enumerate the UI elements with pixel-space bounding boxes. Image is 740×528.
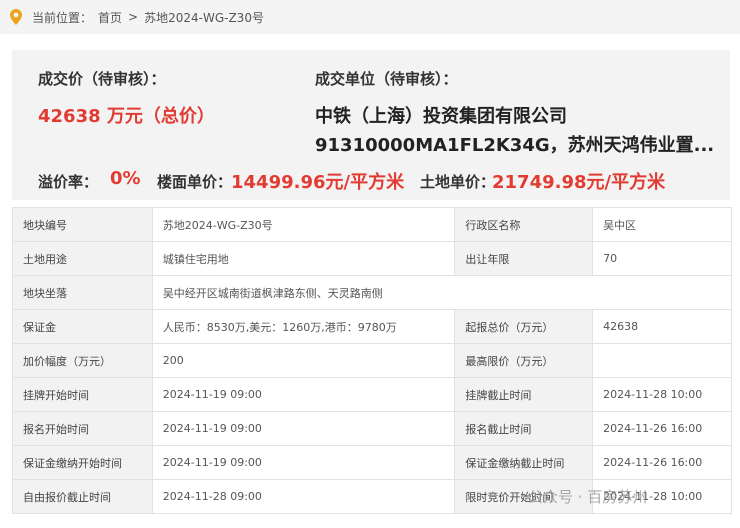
breadcrumb-label: 当前位置：: [32, 10, 93, 25]
buyer-label: 成交单位（待审核）：: [315, 70, 458, 88]
breadcrumb: 当前位置： 首页 > 苏地2024-WG-Z30号: [0, 0, 740, 34]
floor-price: 14499.96元/平方米: [231, 172, 405, 193]
breadcrumb-current: 苏地2024-WG-Z30号: [144, 10, 264, 25]
cell-value: 2024-11-26 16:00: [592, 411, 732, 446]
table-row: 加价幅度（万元） 200 最高限价（万元）: [12, 343, 732, 378]
cell-label: 最高限价（万元）: [454, 343, 594, 378]
cell-label: 地块坐落: [12, 275, 153, 310]
breadcrumb-separator: >: [128, 10, 139, 24]
cell-label: 保证金: [12, 309, 153, 344]
table-row: 土地用途 城镇住宅用地 出让年限 70: [12, 241, 732, 276]
cell-label: 限时竞价开始时间: [454, 479, 594, 514]
premium: 0%: [110, 168, 141, 189]
watermark: 公众号 · 百房苏州: [528, 488, 648, 506]
table-row: 地块坐落 吴中经开区城南街道枫津路东侧、天灵路南侧: [12, 275, 733, 310]
summary-card: 成交价（待审核）： 42638 万元（总价） 成交单位（待审核）： 中铁（上海）…: [12, 50, 730, 200]
table-row: 保证金 人民币：8530万,美元：1260万,港币：9780万 起报总价（万元） 42…: [12, 309, 732, 344]
location-icon: [10, 9, 22, 25]
floor-price-label: 楼面单价：: [157, 173, 233, 191]
cell-label: 行政区名称: [454, 207, 594, 242]
table-row: 地块编号 苏地2024-WG-Z30号 行政区名称 吴中区: [12, 207, 732, 242]
cell-value: 2024-11-28 10:00: [592, 377, 732, 412]
table-body: 地块编号 苏地2024-WG-Z30号 行政区名称 吴中区 土地用途 城镇住宅用地 出让年限…: [12, 207, 733, 514]
price: 42638 万元（总价）: [38, 106, 215, 127]
cell-value: 2024-11-19 09:00: [151, 377, 456, 412]
cell-value: 2024-11-28 09:00: [151, 479, 456, 514]
cell-label: 自由报价截止时间: [12, 479, 153, 514]
cell-value: 70: [592, 241, 732, 276]
info-table: 地块编号 苏地2024-WG-Z30号 行政区名称 吴中区 土地用途 城镇住宅用地 出让年限…: [12, 207, 733, 514]
cell-value: 苏地2024-WG-Z30号: [151, 207, 456, 242]
table-row: 挂牌开始时间 2024-11-19 09:00 挂牌截止时间 2024-11-28 1…: [12, 377, 732, 412]
table-row: 自由报价截止时间 2024-11-28 09:00 限时竞价开始时间 2024-11-…: [12, 479, 732, 514]
cell-label: 加价幅度（万元）: [12, 343, 153, 378]
cell-value: 2024-11-19 09:00: [151, 411, 456, 446]
cell-label: 出让年限: [454, 241, 594, 276]
breadcrumb-home[interactable]: 首页: [98, 10, 123, 25]
cell-value: 城镇住宅用地: [151, 241, 456, 276]
buyer-name: 中铁（上海）投资集团有限公司: [315, 106, 567, 127]
cell-label: 挂牌开始时间: [12, 377, 153, 412]
cell-value: 200: [151, 343, 456, 378]
cell-label: 报名开始时间: [12, 411, 153, 446]
cell-value: 吴中区: [592, 207, 732, 242]
cell-label: 挂牌截止时间: [454, 377, 594, 412]
cell-label: 地块编号: [12, 207, 153, 242]
price-label: 成交价（待审核）：: [38, 70, 166, 88]
cell-value: 吴中经开区城南街道枫津路东侧、天灵路南侧: [151, 275, 733, 310]
cell-label: 保证金缴纳截止时间: [454, 445, 594, 480]
land-price-label: 土地单价：: [420, 173, 496, 191]
table-row: 保证金缴纳开始时间 2024-11-19 09:00 保证金缴纳截止时间 2024-1…: [12, 445, 732, 480]
cell-label: 土地用途: [12, 241, 153, 276]
cell-label: 保证金缴纳开始时间: [12, 445, 153, 480]
table-row: 报名开始时间 2024-11-19 09:00 报名截止时间 2024-11-26 1…: [12, 411, 732, 446]
cell-value: 2024-11-28 10:00: [592, 479, 732, 514]
premium-label: 溢价率：: [38, 173, 99, 191]
cell-value: 42638: [592, 309, 732, 344]
cell-value: 人民币：8530万,美元：1260万,港币：9780万: [151, 309, 456, 344]
cell-label: 起报总价（万元）: [454, 309, 594, 344]
cell-label: 报名截止时间: [454, 411, 594, 446]
cell-value: [592, 343, 732, 378]
cell-value: 2024-11-26 16:00: [592, 445, 732, 480]
land-price: 21749.98元/平方米: [492, 172, 666, 193]
cell-value: 2024-11-19 09:00: [151, 445, 456, 480]
buyer-code: 91310000MA1FL2K34G，苏州天鸿伟业置...: [315, 135, 715, 156]
